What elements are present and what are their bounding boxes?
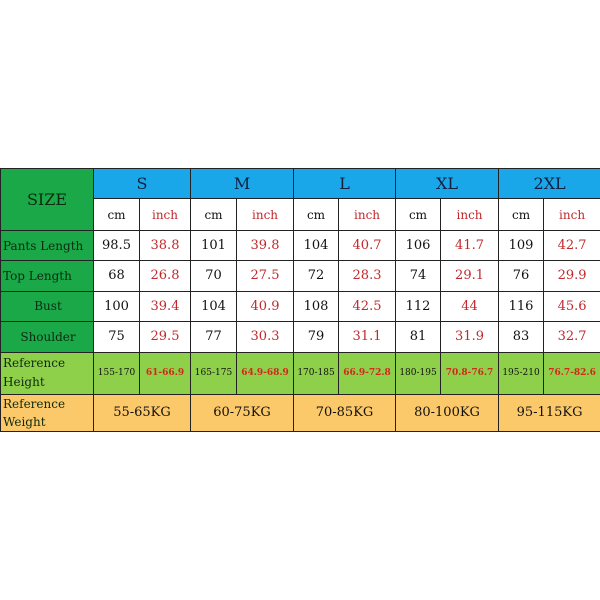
table-row: Shoulder 75 29.5 77 30.3 79 31.1 81 31.9 83 32.7	[0, 321, 600, 353]
inch-value: 32.7	[543, 321, 600, 353]
height-inch: 64.9-68.9	[235, 351, 295, 395]
row-label: Pants Length	[0, 230, 94, 261]
cm-value: 104	[293, 230, 340, 261]
inch-value: 40.9	[235, 290, 295, 322]
inch-value: 38.8	[139, 230, 191, 261]
cm-value: 104	[190, 290, 237, 322]
height-inch: 70.8-76.7	[440, 351, 500, 395]
inch-value: 42.5	[338, 290, 397, 322]
unit-cm: cm	[498, 198, 545, 231]
unit-inch: inch	[235, 198, 295, 231]
height-cm: 170-185	[293, 351, 340, 395]
cm-value: 74	[395, 260, 442, 292]
weight-range: 55-65KG	[93, 393, 191, 432]
cm-value: 100	[93, 290, 140, 322]
height-inch: 66.9-72.8	[338, 351, 397, 395]
cm-value: 108	[293, 290, 340, 322]
inch-value: 31.1	[338, 321, 397, 353]
cm-value: 101	[190, 230, 237, 261]
table-row: Pants Length 98.5 38.8 101 39.8 104 40.7 106 41.…	[0, 230, 600, 261]
table-row: Top Length 68 26.8 70 27.5 72 28.3 74 29.1 76 29.9	[0, 260, 600, 292]
weight-range: 60-75KG	[189, 393, 295, 432]
reference-weight-row: Reference Weight 55-65KG 60-75KG 70-85KG 80-…	[0, 393, 600, 432]
inch-value: 30.3	[235, 321, 295, 353]
cm-value: 98.5	[93, 230, 140, 261]
height-cm: 155-170	[93, 351, 140, 395]
row-label: Top Length	[0, 260, 94, 292]
unit-inch: inch	[440, 198, 500, 231]
inch-value: 40.7	[338, 230, 397, 261]
weight-range: 95-115KG	[498, 393, 600, 432]
cm-value: 72	[293, 260, 340, 292]
unit-inch: inch	[543, 198, 600, 231]
unit-cm: cm	[293, 198, 340, 231]
cm-value: 83	[498, 321, 545, 353]
cm-value: 112	[395, 290, 442, 322]
inch-value: 26.8	[139, 260, 191, 292]
height-inch: 76.7-82.6	[543, 351, 600, 395]
row-label: Reference Height	[0, 351, 94, 395]
inch-value: 42.7	[543, 230, 600, 261]
inch-value: 29.5	[139, 321, 191, 353]
unit-inch: inch	[338, 198, 397, 231]
inch-value: 29.9	[543, 260, 600, 292]
cm-value: 77	[190, 321, 237, 353]
size-header: SIZE	[0, 168, 94, 231]
height-cm: 180-195	[395, 351, 442, 395]
table-row: Bust 100 39.4 104 40.9 108 42.5 112 44 116 45.6	[0, 290, 600, 322]
cm-value: 79	[293, 321, 340, 353]
cm-value: 116	[498, 290, 545, 322]
row-label: Bust	[0, 290, 94, 322]
size-column-header: L	[293, 168, 397, 199]
cm-value: 75	[93, 321, 140, 353]
unit-cm: cm	[395, 198, 442, 231]
inch-value: 44	[440, 290, 500, 322]
row-label: Shoulder	[0, 321, 94, 353]
unit-inch: inch	[139, 198, 191, 231]
inch-value: 29.1	[440, 260, 500, 292]
size-chart-table: SIZE S M L XL 2XL cm inch cm inch cm inch cm inch cm…	[0, 168, 600, 432]
inch-value: 39.4	[139, 290, 191, 322]
cm-value: 81	[395, 321, 442, 353]
cm-value: 109	[498, 230, 545, 261]
cm-value: 106	[395, 230, 442, 261]
cm-value: 76	[498, 260, 545, 292]
cm-value: 70	[190, 260, 237, 292]
height-cm: 195-210	[498, 351, 545, 395]
inch-value: 39.8	[235, 230, 295, 261]
cm-value: 68	[93, 260, 140, 292]
unit-cm: cm	[93, 198, 140, 231]
weight-range: 70-85KG	[293, 393, 397, 432]
inch-value: 27.5	[235, 260, 295, 292]
height-inch: 61-66.9	[139, 351, 191, 395]
size-column-header: S	[93, 168, 191, 199]
weight-range: 80-100KG	[395, 393, 500, 432]
height-cm: 165-175	[190, 351, 237, 395]
size-column-header: XL	[395, 168, 500, 199]
unit-cm: cm	[190, 198, 237, 231]
size-column-header: 2XL	[498, 168, 600, 199]
inch-value: 31.9	[440, 321, 500, 353]
inch-value: 28.3	[338, 260, 397, 292]
reference-height-row: Reference Height 155-170 61-66.9 165-175 64.…	[0, 351, 600, 395]
inch-value: 45.6	[543, 290, 600, 322]
size-column-header: M	[189, 168, 295, 199]
inch-value: 41.7	[440, 230, 500, 261]
row-label: Reference Weight	[0, 393, 94, 432]
